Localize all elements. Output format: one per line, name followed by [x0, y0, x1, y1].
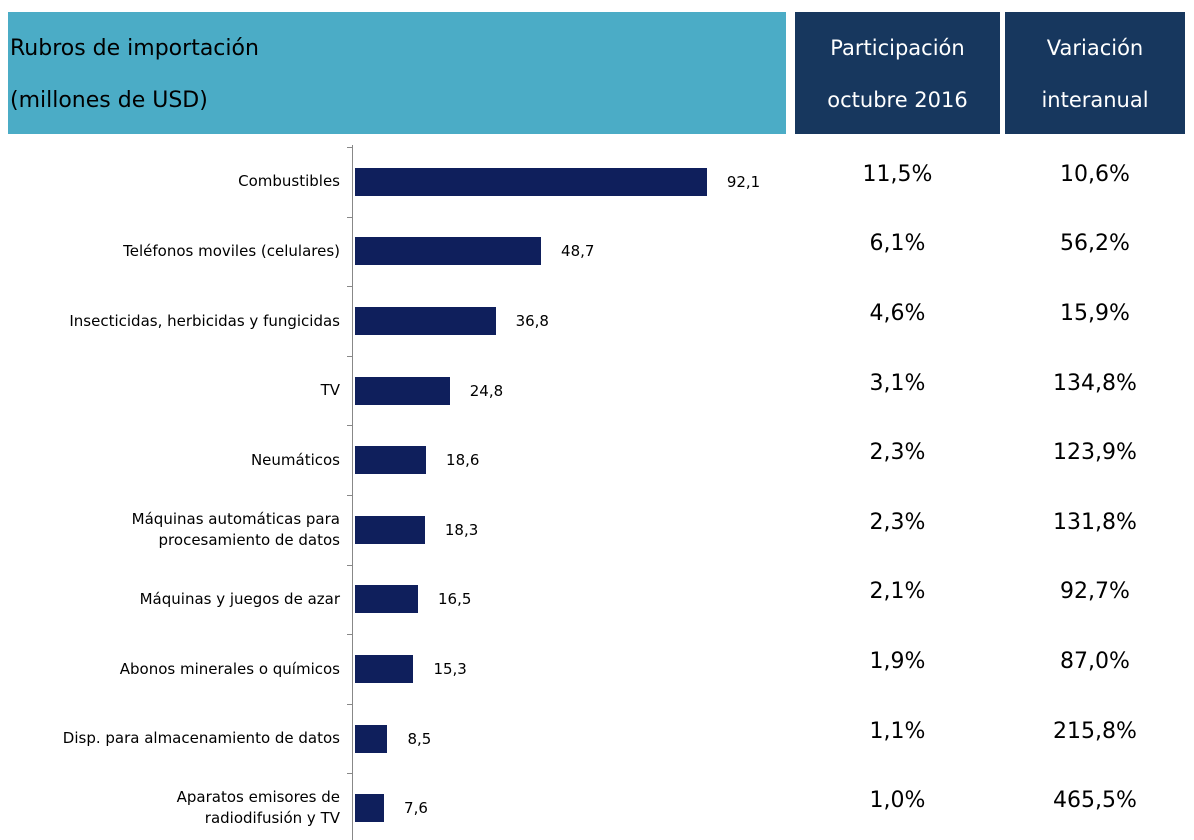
header-band [8, 12, 786, 134]
axis-tick [347, 147, 353, 148]
table-cell: 3,1% [869, 370, 926, 396]
table-cell: 2,3% [869, 509, 926, 535]
header-col [795, 12, 1000, 134]
category-label: TV [320, 381, 340, 400]
category-label: Disp. para almacenamiento de datos [62, 729, 340, 748]
value-label: 92,1 [726, 172, 761, 191]
column-header: interanual [1041, 88, 1149, 112]
axis-tick [347, 286, 353, 288]
table-cell: 92,7% [1060, 579, 1130, 605]
table-cell: 2,1% [869, 579, 926, 605]
bar [355, 794, 385, 823]
axis-tick [347, 773, 353, 775]
bar [355, 515, 425, 544]
header-title: Rubros de importación [10, 36, 259, 61]
category-label: Combustibles [238, 172, 340, 191]
table-cell: 123,9% [1053, 440, 1137, 466]
table-cell: 87,0% [1060, 649, 1130, 674]
value-label: 24,8 [469, 381, 504, 400]
axis-tick [347, 216, 353, 218]
table-cell: 6,1% [869, 231, 926, 257]
category-label: Abonos minerales o químicos [119, 659, 340, 678]
value-label: 7,6 [404, 799, 428, 818]
bar [355, 307, 496, 335]
axis-line [352, 145, 353, 840]
column-header: Participación [830, 36, 965, 60]
axis-tick [347, 634, 353, 636]
table-cell: 56,2% [1060, 231, 1130, 257]
value-label: 16,5 [438, 590, 472, 609]
table-cell: 2,3% [869, 440, 926, 466]
value-label: 15,3 [433, 660, 467, 678]
table-cell: 465,5% [1053, 788, 1137, 814]
value-label: 36,8 [515, 312, 549, 330]
bar [355, 655, 414, 683]
axis-tick [347, 425, 353, 427]
table-cell: 215,8% [1053, 718, 1137, 744]
table-cell: 134,8% [1053, 370, 1137, 396]
bar [355, 376, 450, 405]
category-label: Aparatos emisores de radiodifusión y TV [176, 788, 340, 828]
table-cell: 11,5% [862, 161, 933, 187]
bar [355, 585, 419, 614]
table-cell: 1,0% [869, 788, 926, 814]
bar [355, 167, 707, 196]
header-title: (millones de USD) [10, 88, 208, 113]
table-cell: 15,9% [1060, 301, 1130, 326]
bar [355, 446, 427, 475]
value-label: 18,6 [446, 451, 480, 470]
category-label: Neumáticos [250, 450, 340, 469]
axis-tick [347, 703, 353, 705]
axis-tick [347, 355, 353, 357]
column-header: Variación [1046, 36, 1144, 60]
header-col [1005, 12, 1185, 134]
table-cell: 1,9% [869, 649, 926, 674]
value-label: 18,3 [444, 520, 479, 539]
category-label: Máquinas y juegos de azar [139, 589, 340, 608]
column-header: octubre 2016 [827, 88, 968, 112]
category-label: Insecticidas, herbicidas y fungicidas [69, 311, 340, 330]
table-cell: 131,8% [1053, 509, 1137, 535]
axis-tick [347, 564, 353, 566]
category-label: Teléfonos moviles (celulares) [123, 241, 340, 260]
value-label: 48,7 [561, 242, 595, 261]
bar [355, 237, 542, 266]
value-label: 8,5 [407, 729, 432, 748]
bar [355, 724, 388, 753]
table-cell: 1,1% [869, 718, 926, 744]
table-cell: 4,6% [869, 301, 926, 326]
table-cell: 10,6% [1060, 161, 1130, 187]
axis-tick [347, 495, 353, 496]
category-label: Máquinas automáticas para procesamiento … [131, 509, 340, 549]
